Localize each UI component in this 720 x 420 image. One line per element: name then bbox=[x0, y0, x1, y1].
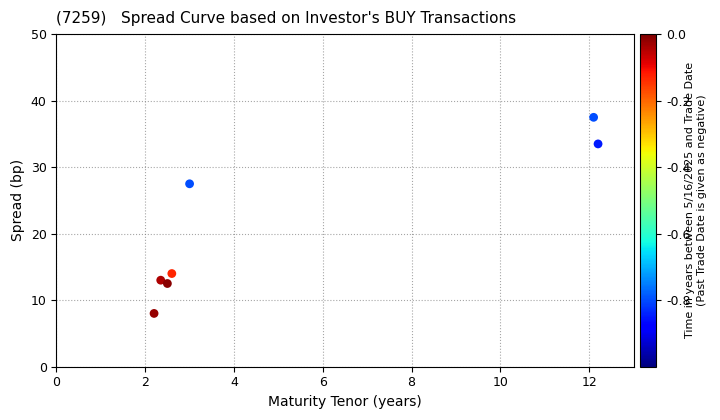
Point bbox=[161, 280, 173, 287]
Point bbox=[593, 141, 604, 147]
Text: (7259)   Spread Curve based on Investor's BUY Transactions: (7259) Spread Curve based on Investor's … bbox=[56, 11, 516, 26]
Point bbox=[148, 310, 160, 317]
Point bbox=[184, 181, 195, 187]
Point bbox=[166, 270, 178, 277]
Point bbox=[155, 277, 166, 284]
Y-axis label: Time in years between 5/16/2025 and Trade Date
(Past Trade Date is given as nega: Time in years between 5/16/2025 and Trad… bbox=[685, 62, 707, 339]
Y-axis label: Spread (bp): Spread (bp) bbox=[11, 159, 25, 242]
Point bbox=[588, 114, 599, 121]
X-axis label: Maturity Tenor (years): Maturity Tenor (years) bbox=[268, 395, 422, 409]
